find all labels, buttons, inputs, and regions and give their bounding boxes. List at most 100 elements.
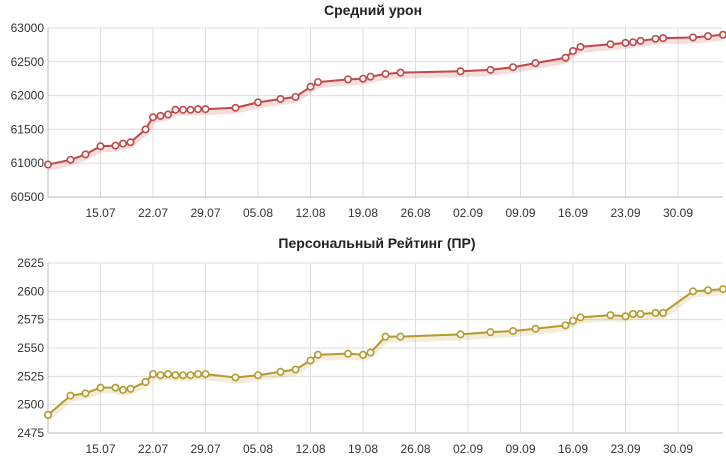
chart-title: Персональный Рейтинг (ПР)	[278, 235, 475, 251]
data-point[interactable]	[141, 125, 150, 134]
data-point[interactable]	[703, 286, 712, 295]
data-point[interactable]	[149, 370, 158, 379]
data-point[interactable]	[628, 38, 637, 47]
data-point[interactable]	[306, 82, 315, 91]
data-point[interactable]	[66, 391, 75, 400]
data-point[interactable]	[186, 105, 195, 114]
data-point[interactable]	[576, 42, 585, 51]
data-point[interactable]	[636, 309, 645, 318]
data-point[interactable]	[171, 105, 180, 114]
data-point[interactable]	[43, 410, 52, 419]
data-point[interactable]	[156, 111, 165, 120]
data-point[interactable]	[313, 78, 322, 87]
data-point[interactable]	[396, 332, 405, 341]
data-point[interactable]	[703, 32, 712, 41]
data-point[interactable]	[254, 98, 263, 107]
series-line-shadow	[47, 34, 724, 171]
data-point[interactable]	[149, 113, 158, 122]
data-point[interactable]	[688, 33, 697, 42]
data-point[interactable]	[561, 321, 570, 330]
y-tick-label: 2625	[17, 256, 44, 270]
data-point[interactable]	[194, 370, 203, 379]
x-tick-label: 30.09	[663, 206, 693, 220]
data-point[interactable]	[719, 30, 726, 39]
data-point[interactable]	[606, 311, 615, 320]
data-point[interactable]	[508, 63, 517, 72]
data-point[interactable]	[179, 105, 188, 114]
data-point[interactable]	[628, 309, 637, 318]
data-point[interactable]	[179, 371, 188, 380]
data-point[interactable]	[126, 384, 135, 393]
data-point[interactable]	[486, 65, 495, 74]
data-point[interactable]	[111, 141, 120, 150]
data-point[interactable]	[156, 371, 165, 380]
data-point[interactable]	[291, 365, 300, 374]
data-point[interactable]	[358, 350, 367, 359]
y-tick-label: 2475	[17, 426, 44, 440]
data-point[interactable]	[719, 285, 726, 294]
data-point[interactable]	[621, 312, 630, 321]
y-tick-label: 63000	[11, 21, 45, 35]
data-point[interactable]	[164, 110, 173, 119]
data-point[interactable]	[486, 328, 495, 337]
data-point[interactable]	[568, 316, 577, 325]
data-point[interactable]	[568, 46, 577, 55]
data-point[interactable]	[366, 348, 375, 357]
data-point[interactable]	[658, 34, 667, 43]
data-point[interactable]	[231, 373, 240, 382]
data-point[interactable]	[456, 67, 465, 76]
data-point[interactable]	[194, 105, 203, 114]
data-point[interactable]	[231, 103, 240, 112]
data-point[interactable]	[119, 385, 128, 394]
data-point[interactable]	[141, 377, 150, 386]
data-point[interactable]	[381, 69, 390, 78]
data-point[interactable]	[81, 150, 90, 159]
x-tick-label: 26.08	[400, 442, 430, 456]
data-point[interactable]	[658, 308, 667, 317]
data-point[interactable]	[396, 68, 405, 77]
x-tick-label: 16.09	[558, 206, 588, 220]
data-point[interactable]	[366, 72, 375, 81]
data-point[interactable]	[358, 74, 367, 83]
data-point[interactable]	[621, 38, 630, 47]
x-tick-label: 12.08	[295, 442, 325, 456]
data-point[interactable]	[651, 34, 660, 43]
data-point[interactable]	[276, 367, 285, 376]
data-point[interactable]	[164, 370, 173, 379]
x-tick-label: 23.09	[610, 206, 640, 220]
data-point[interactable]	[561, 53, 570, 62]
data-point[interactable]	[119, 139, 128, 148]
data-point[interactable]	[576, 313, 585, 322]
data-point[interactable]	[456, 330, 465, 339]
data-point[interactable]	[606, 40, 615, 49]
data-point[interactable]	[171, 371, 180, 380]
data-point[interactable]	[636, 36, 645, 45]
data-point[interactable]	[306, 356, 315, 365]
data-point[interactable]	[291, 92, 300, 101]
data-point[interactable]	[96, 142, 105, 151]
data-point[interactable]	[66, 155, 75, 164]
x-tick-label: 09.09	[505, 442, 535, 456]
data-point[interactable]	[111, 383, 120, 392]
data-point[interactable]	[43, 160, 52, 169]
data-point[interactable]	[276, 94, 285, 103]
data-point[interactable]	[531, 324, 540, 333]
data-point[interactable]	[186, 371, 195, 380]
data-point[interactable]	[81, 389, 90, 398]
x-tick-label: 15.07	[85, 442, 115, 456]
x-tick-label: 12.08	[295, 206, 325, 220]
data-point[interactable]	[96, 383, 105, 392]
data-point[interactable]	[343, 75, 352, 84]
data-point[interactable]	[508, 326, 517, 335]
data-point[interactable]	[651, 308, 660, 317]
data-point[interactable]	[343, 349, 352, 358]
data-point[interactable]	[201, 370, 210, 379]
data-point[interactable]	[313, 350, 322, 359]
data-point[interactable]	[381, 332, 390, 341]
data-point[interactable]	[254, 371, 263, 380]
data-point[interactable]	[126, 138, 135, 147]
data-point[interactable]	[688, 287, 697, 296]
y-tick-label: 61000	[11, 156, 45, 170]
data-point[interactable]	[531, 59, 540, 68]
data-point[interactable]	[201, 105, 210, 114]
